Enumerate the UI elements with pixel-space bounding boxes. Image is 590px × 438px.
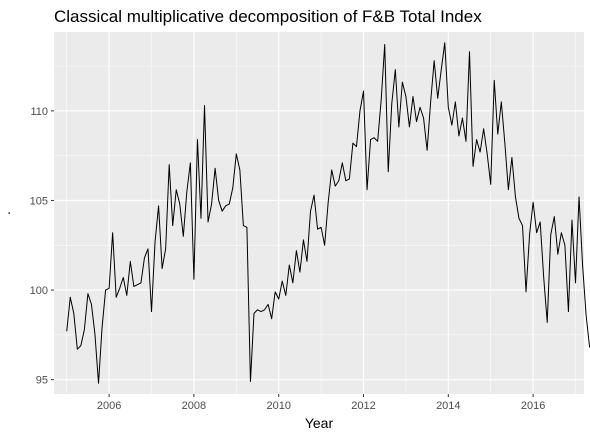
y-tick-label: 105: [30, 195, 48, 207]
y-axis-title: .: [0, 211, 13, 215]
chart-title: Classical multiplicative decomposition o…: [54, 7, 482, 26]
series-line: [66, 42, 590, 384]
plot-panel: [54, 32, 584, 394]
y-tick-label: 110: [30, 106, 48, 118]
axis-ticks: 2006 2008 2010 2012 2014 2016 95 100 105 110: [30, 106, 546, 412]
y-tick-label: 100: [30, 285, 48, 297]
x-tick-label: 2008: [182, 400, 206, 412]
x-axis-title: Year: [305, 415, 334, 431]
x-tick-label: 2012: [351, 400, 375, 412]
x-tick-label: 2016: [521, 400, 545, 412]
y-tick-label: 95: [36, 375, 48, 387]
x-tick-label: 2006: [97, 400, 121, 412]
x-tick-label: 2014: [436, 400, 460, 412]
x-tick-label: 2010: [266, 400, 290, 412]
grid-lines: [54, 32, 584, 394]
